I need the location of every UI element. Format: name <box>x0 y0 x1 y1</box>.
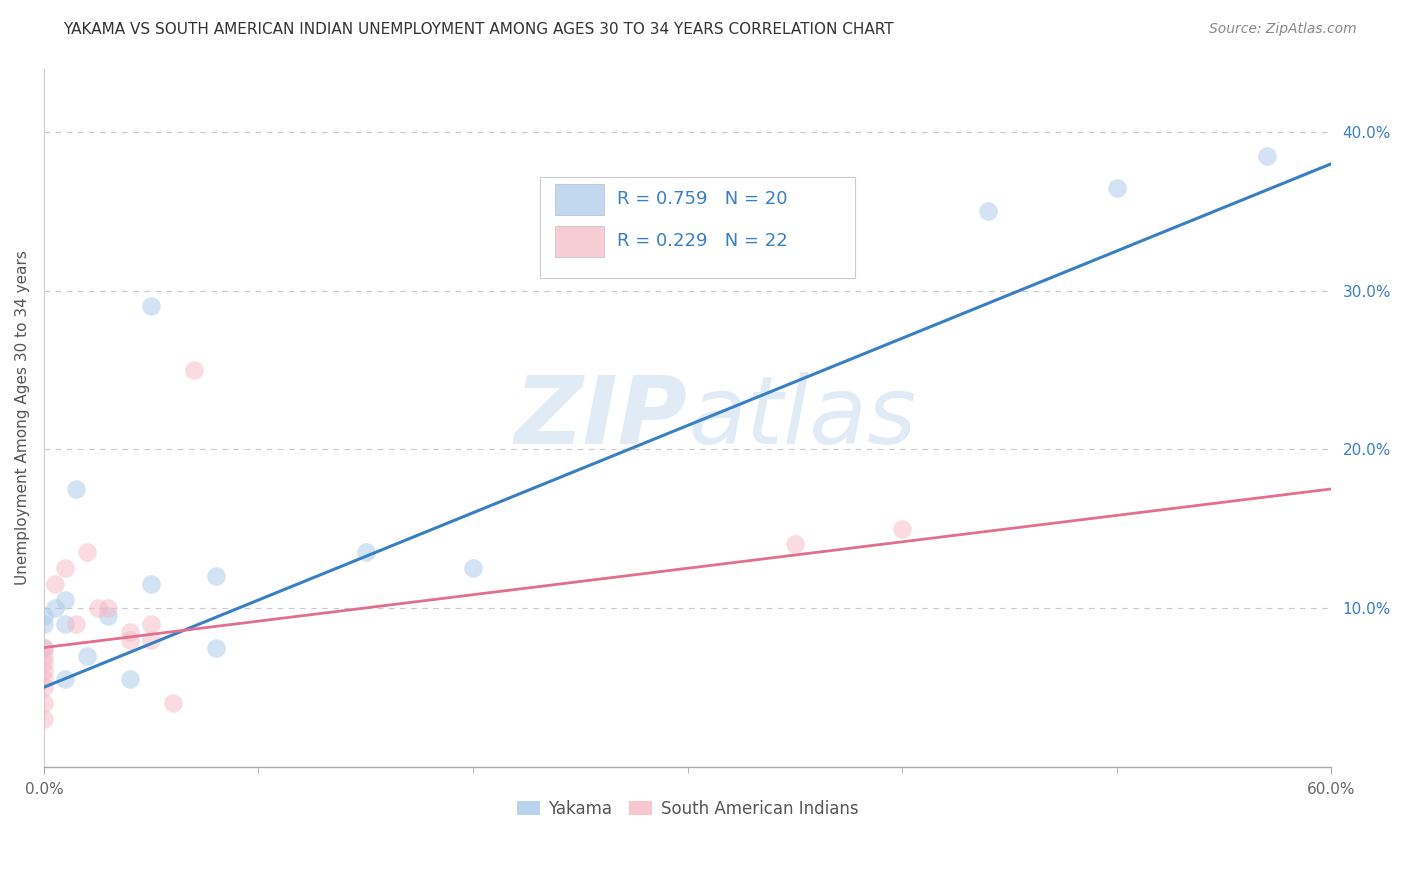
Y-axis label: Unemployment Among Ages 30 to 34 years: Unemployment Among Ages 30 to 34 years <box>15 250 30 585</box>
Point <box>76 648 98 663</box>
FancyBboxPatch shape <box>540 177 855 278</box>
Point <box>162 696 184 710</box>
Point <box>204 569 226 583</box>
Point <box>53 593 76 607</box>
Point <box>32 648 55 663</box>
Text: R = 0.759   N = 20: R = 0.759 N = 20 <box>617 190 787 208</box>
Point <box>118 632 141 647</box>
Point <box>32 665 55 679</box>
Point <box>65 482 87 496</box>
Point <box>461 561 484 575</box>
Point <box>354 545 377 559</box>
Point <box>32 640 55 655</box>
Text: ZIP: ZIP <box>515 372 688 464</box>
Point <box>76 545 98 559</box>
Point <box>44 601 66 615</box>
FancyBboxPatch shape <box>555 184 605 215</box>
Point <box>32 640 55 655</box>
Point <box>53 616 76 631</box>
Point <box>32 657 55 671</box>
Point <box>141 632 163 647</box>
Point <box>32 616 55 631</box>
Point <box>977 204 1000 219</box>
Point <box>783 537 806 551</box>
Point <box>44 577 66 591</box>
Point <box>1105 180 1128 194</box>
Point <box>204 640 226 655</box>
Point <box>32 680 55 694</box>
Point <box>141 577 163 591</box>
Point <box>32 712 55 726</box>
Point <box>97 601 120 615</box>
Text: Source: ZipAtlas.com: Source: ZipAtlas.com <box>1209 22 1357 37</box>
Point <box>891 522 914 536</box>
Point <box>53 561 76 575</box>
Point <box>118 673 141 687</box>
Point <box>141 300 163 314</box>
Point <box>141 616 163 631</box>
FancyBboxPatch shape <box>555 226 605 257</box>
Text: atlas: atlas <box>688 372 915 463</box>
Point <box>32 608 55 623</box>
Point <box>1256 149 1278 163</box>
Point <box>118 624 141 639</box>
Point <box>86 601 108 615</box>
Point <box>65 616 87 631</box>
Point <box>32 673 55 687</box>
Point <box>53 673 76 687</box>
Point <box>183 363 205 377</box>
Text: R = 0.229   N = 22: R = 0.229 N = 22 <box>617 232 787 250</box>
Point <box>97 608 120 623</box>
Point <box>32 696 55 710</box>
Text: YAKAMA VS SOUTH AMERICAN INDIAN UNEMPLOYMENT AMONG AGES 30 TO 34 YEARS CORRELATI: YAKAMA VS SOUTH AMERICAN INDIAN UNEMPLOY… <box>63 22 894 37</box>
Legend: Yakama, South American Indians: Yakama, South American Indians <box>510 793 865 824</box>
